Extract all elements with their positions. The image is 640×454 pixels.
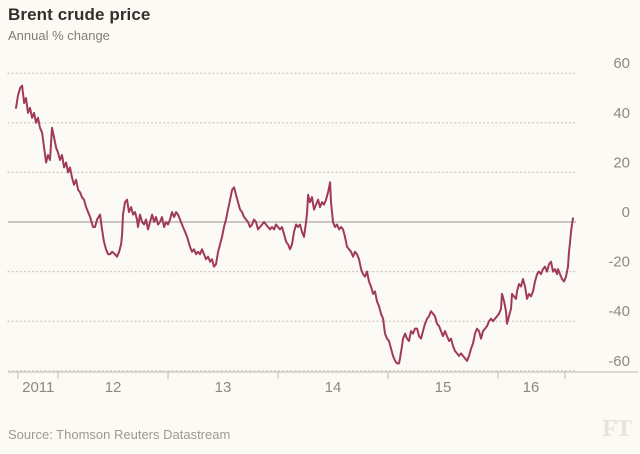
- chart-title: Brent crude price: [8, 5, 151, 24]
- x-axis-label: 13: [215, 379, 232, 396]
- y-axis-label: -40: [608, 303, 630, 320]
- y-axis-label: 60: [613, 55, 630, 72]
- x-axis-label: 16: [523, 379, 540, 396]
- y-axis-label: -20: [608, 254, 630, 271]
- ft-logo: FT: [602, 416, 632, 442]
- source-label: Source: Thomson Reuters Datastream: [8, 427, 231, 442]
- chart-subtitle: Annual % change: [8, 28, 110, 43]
- y-axis-label: 0: [622, 204, 630, 221]
- x-axis-label: 14: [325, 379, 342, 396]
- y-axis-label: -60: [608, 353, 630, 370]
- y-axis-label: 40: [613, 105, 630, 122]
- y-axis-label: 20: [613, 154, 630, 171]
- price-line: [15, 84, 574, 365]
- x-axis-label: 12: [105, 379, 122, 396]
- x-axis-label: 15: [435, 379, 452, 396]
- x-axis-label: 2011: [22, 379, 54, 396]
